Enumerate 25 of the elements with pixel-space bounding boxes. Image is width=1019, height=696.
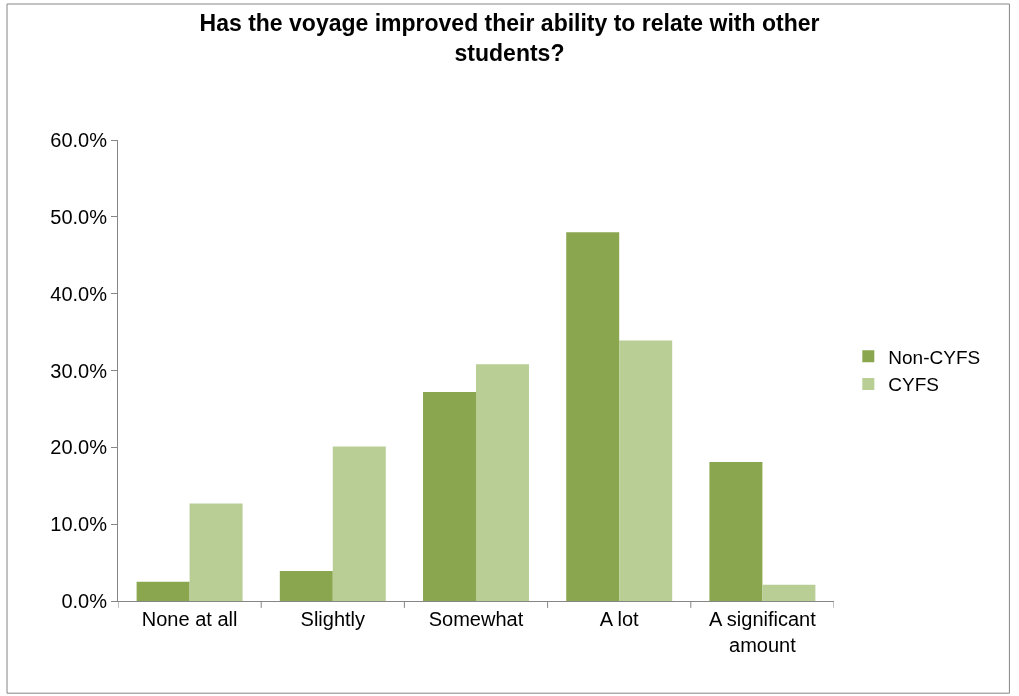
bar [279,571,333,601]
bar [332,446,386,601]
y-tick-label: 30.0% [50,359,108,382]
legend-label: Non-CYFS [888,346,981,368]
x-tick-label: None at all [141,608,238,630]
x-tick-label: Somewhat [428,608,524,630]
bar [476,364,529,601]
bar [136,581,190,601]
y-tick-label: 50.0% [50,205,108,228]
legend-label: CYFS [888,374,940,396]
bar [709,461,763,601]
y-tick-label: 60.0% [50,129,108,151]
y-tick-label: 10.0% [50,513,108,536]
y-tick-label: 20.0% [50,436,108,459]
bar [423,392,476,601]
bar [619,340,673,601]
chart-title: Has the voyage improved their ability to relate with other students? [199,10,820,67]
y-tick-label: 0.0% [61,590,108,612]
bar [762,584,816,601]
y-tick-label: 40.0% [50,282,108,305]
x-tick-label: Slightly [300,608,366,630]
x-tick-label: A lot [599,608,640,630]
bar [189,503,243,601]
x-tick-label: A significant amount [709,608,817,656]
bar [566,232,620,601]
